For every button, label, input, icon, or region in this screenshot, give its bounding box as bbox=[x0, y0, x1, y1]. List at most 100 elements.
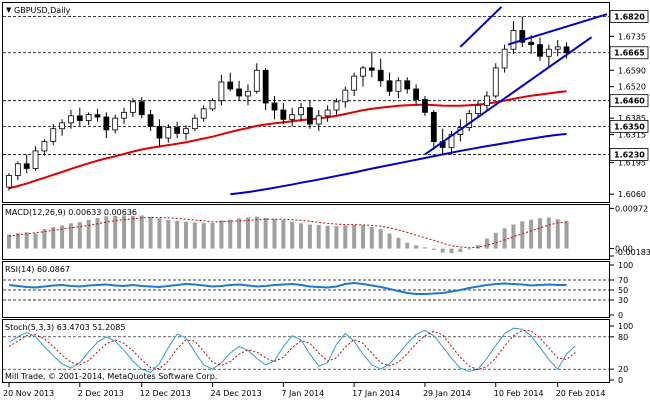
rsi-panel[interactable] bbox=[2, 261, 610, 318]
candle-body bbox=[191, 117, 198, 130]
price-level-tag-box bbox=[609, 148, 649, 161]
candle-body bbox=[138, 101, 145, 116]
stoch-tick-label: 20 bbox=[618, 365, 628, 374]
macd-bar bbox=[192, 222, 197, 249]
macd-bar bbox=[51, 227, 56, 249]
time-tick-label: 10 Feb 2014 bbox=[494, 389, 544, 398]
macd-bar bbox=[307, 224, 312, 249]
macd-bar bbox=[511, 224, 516, 249]
macd-bar bbox=[254, 216, 259, 249]
candle-body bbox=[298, 107, 304, 116]
macd-bar bbox=[396, 237, 401, 249]
macd-bar bbox=[538, 218, 542, 249]
macd-bar bbox=[272, 219, 277, 249]
candle-body bbox=[262, 69, 269, 104]
macd-bar bbox=[343, 225, 348, 249]
macd-bar bbox=[564, 221, 569, 249]
candle-body bbox=[85, 114, 92, 121]
price-panel[interactable] bbox=[2, 2, 610, 203]
candle-body bbox=[306, 107, 313, 125]
channel-upper-line[interactable] bbox=[459, 6, 503, 48]
price-tick-label: 1.6520 bbox=[618, 83, 646, 92]
macd-bar bbox=[130, 215, 135, 249]
macd-bar bbox=[546, 217, 551, 249]
time-tick-label: 20 Feb 2014 bbox=[556, 389, 606, 398]
macd-bar bbox=[228, 219, 233, 249]
macd-bar bbox=[148, 217, 153, 249]
candle-body bbox=[315, 115, 322, 125]
macd-indicator: 0.00972 0.00-0.00183 bbox=[7, 204, 650, 257]
macd-bar bbox=[104, 216, 109, 249]
rsi-tick-label: 100 bbox=[618, 261, 633, 270]
stoch-label: Stoch(5,3,3) 63.4703 51.2085 bbox=[5, 323, 125, 332]
macd-bar bbox=[139, 215, 144, 249]
stochastic-indicator: 100 80 20 0 bbox=[3, 322, 633, 385]
trend-channel[interactable] bbox=[424, 6, 608, 156]
macd-tick-label: 0.00972 bbox=[615, 204, 648, 213]
candle-body bbox=[404, 80, 411, 90]
macd-bar bbox=[484, 238, 489, 249]
macd-bar bbox=[68, 223, 73, 249]
macd-bar bbox=[555, 219, 560, 249]
macd-bar bbox=[15, 233, 20, 249]
macd-bar bbox=[60, 225, 65, 249]
candle-body bbox=[253, 69, 260, 92]
stoch-signal-line bbox=[8, 329, 576, 371]
price-tick-label: 1.6590 bbox=[618, 66, 646, 75]
macd-tick-label: -0.00183 bbox=[615, 248, 650, 257]
price-level-tag-box bbox=[609, 46, 649, 60]
channel-parallel-line[interactable] bbox=[507, 13, 608, 46]
stoch-panel[interactable] bbox=[2, 319, 610, 383]
candle-body bbox=[510, 30, 517, 50]
price-tick-label: 1.6195 bbox=[618, 159, 646, 168]
macd-panel[interactable] bbox=[2, 204, 610, 260]
price-tick-label: 1.6315 bbox=[618, 131, 646, 140]
macd-bar bbox=[122, 215, 127, 249]
macd-bar bbox=[449, 248, 454, 254]
candle-body bbox=[395, 80, 402, 92]
stoch-main-line bbox=[8, 327, 576, 373]
channel-lower-line[interactable] bbox=[424, 36, 593, 156]
price-level-tag: 1.6665 bbox=[614, 49, 645, 58]
candle-body bbox=[430, 111, 437, 142]
macd-bar bbox=[405, 242, 410, 249]
candle-body bbox=[324, 109, 331, 117]
candle-body bbox=[227, 81, 234, 90]
candle-body bbox=[342, 89, 349, 103]
moving-average-red bbox=[8, 90, 567, 190]
stoch-tick-label: 0 bbox=[618, 376, 623, 385]
rsi-tick-label: 0 bbox=[618, 311, 623, 320]
macd-bar bbox=[42, 229, 47, 249]
macd-bar bbox=[325, 225, 330, 249]
candle-body bbox=[32, 150, 39, 169]
macd-bar bbox=[184, 221, 188, 249]
macd-bar bbox=[175, 220, 180, 249]
candle-body bbox=[413, 88, 420, 100]
time-axis: 20 Nov 2013 2 Dec 2013 12 Dec 2013 24 Dec 2… bbox=[3, 383, 605, 398]
price-level-tag: 1.6820 bbox=[614, 13, 645, 22]
macd-tick-label: 0.00 bbox=[615, 245, 633, 254]
candle-body bbox=[528, 41, 535, 45]
candle-body bbox=[165, 127, 172, 139]
stoch-tick-label: 80 bbox=[618, 333, 628, 342]
candle-body bbox=[156, 125, 163, 139]
candle-body bbox=[112, 117, 119, 131]
macd-bar bbox=[334, 226, 339, 249]
time-tick-label: 2 Dec 2013 bbox=[78, 389, 124, 398]
candle-body bbox=[501, 48, 508, 69]
macd-bar bbox=[529, 219, 534, 249]
macd-bar bbox=[166, 220, 171, 249]
candle-body bbox=[492, 67, 499, 97]
candle-body bbox=[333, 101, 340, 111]
rsi-tick-label: 50 bbox=[618, 286, 628, 295]
candle-body bbox=[183, 128, 189, 134]
macd-bar bbox=[290, 221, 295, 249]
rsi-tick-label: 30 bbox=[618, 296, 628, 305]
macd-bar bbox=[219, 220, 224, 249]
macd-bar bbox=[316, 224, 321, 249]
price-level-tag-box bbox=[609, 94, 649, 108]
price-level-tag-box bbox=[609, 10, 649, 23]
collapse-arrow-icon[interactable]: ▼ bbox=[6, 6, 12, 14]
